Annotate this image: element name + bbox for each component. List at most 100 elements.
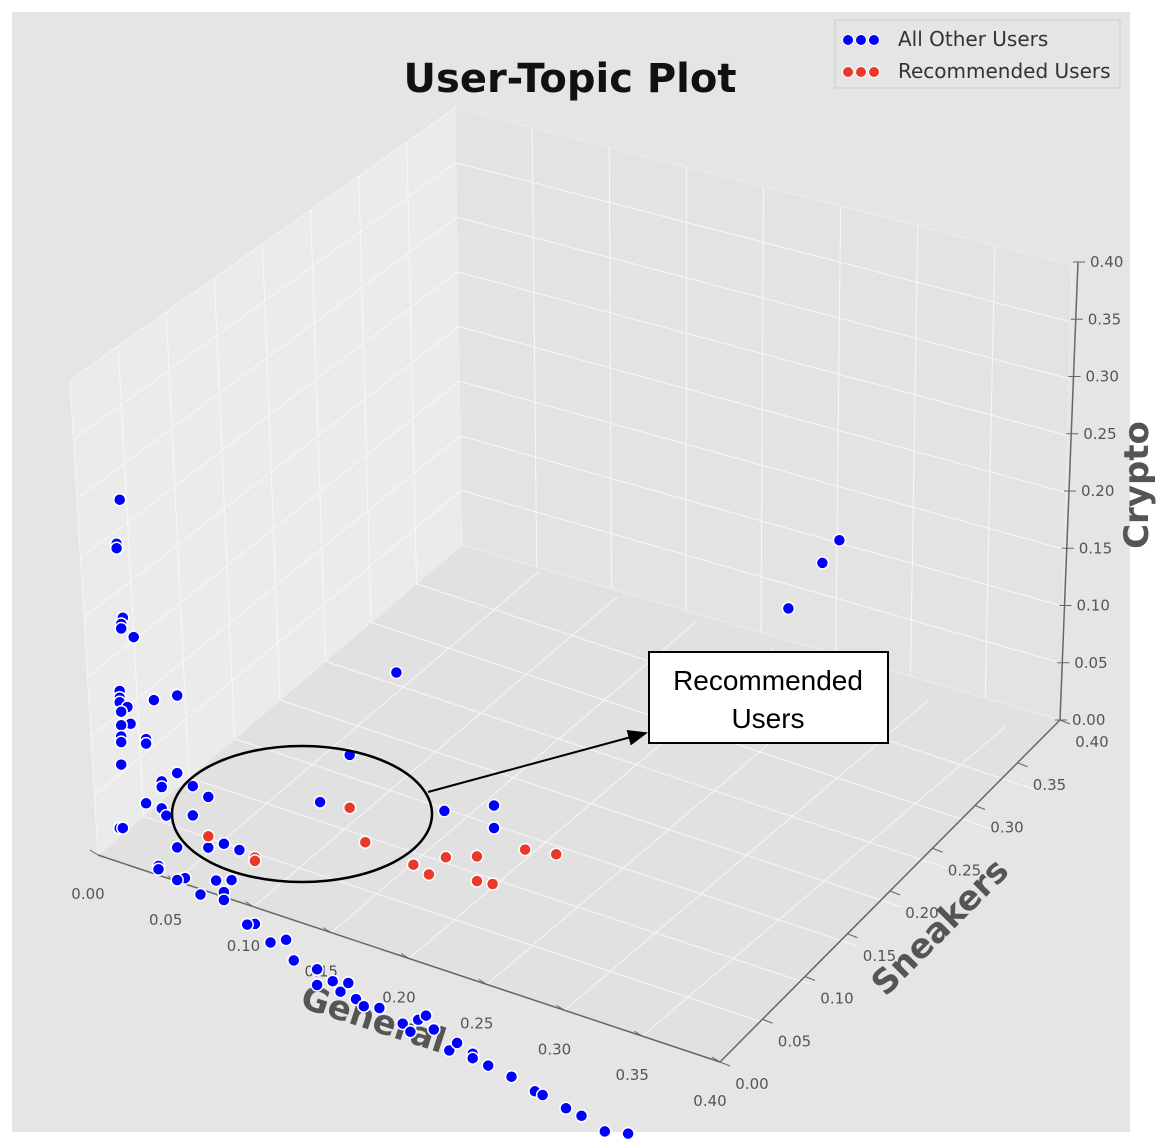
general-tick-label: 0.35: [616, 1066, 649, 1084]
other-user-point: [170, 766, 184, 780]
other-user-point: [325, 974, 340, 988]
recommended-user-point: [358, 835, 373, 849]
annotation-text: Recommended Users: [673, 665, 863, 734]
other-user-point: [310, 962, 324, 977]
other-user-point: [126, 630, 141, 644]
data-points: [109, 492, 847, 1141]
other-user-point: [419, 1008, 433, 1023]
grid-line: [456, 216, 1070, 380]
grid-line: [310, 209, 326, 662]
other-user-point: [621, 1126, 635, 1141]
other-user-point: [263, 935, 278, 950]
grid-line: [325, 660, 948, 869]
sneakers-tick-mark: [847, 933, 858, 939]
other-user-point: [487, 798, 501, 813]
general-tick-mark: [89, 849, 99, 856]
crypto-tick-label: 0.40: [1090, 253, 1123, 271]
crypto-tick-label: 0.10: [1077, 597, 1110, 615]
crypto-tick-label: 0.25: [1083, 425, 1116, 443]
other-user-point: [112, 492, 127, 507]
other-user-point: [154, 780, 169, 794]
other-user-point: [170, 873, 184, 887]
crypto-tick-label: 0.35: [1088, 310, 1121, 328]
general-tick-mark: [245, 901, 254, 908]
sneakers-tick-mark: [719, 1061, 731, 1067]
grid-line: [835, 206, 842, 655]
other-user-point: [481, 1058, 495, 1073]
crypto-axis-title: Crypto: [1117, 421, 1157, 549]
other-user-point: [487, 821, 501, 835]
other-user-point: [559, 1101, 573, 1116]
other-user-point: [114, 735, 128, 749]
recommended-user-point: [201, 829, 216, 844]
sneakers-tick-mark: [889, 890, 901, 896]
annotation-arrow: [427, 729, 648, 793]
other-user-point: [372, 1001, 387, 1015]
general-tick-label: 0.40: [693, 1092, 726, 1110]
sneakers-tick-label: 0.10: [820, 990, 853, 1008]
other-user-point: [310, 978, 324, 992]
other-user-point: [574, 1109, 589, 1123]
other-user-point: [832, 533, 847, 547]
sneakers-tick-label: 0.20: [905, 904, 938, 922]
recommended-user-point: [342, 801, 357, 815]
crypto-tick-label: 0.00: [1072, 711, 1105, 729]
general-tick-mark: [322, 927, 332, 934]
general-tick-mark: [556, 1004, 565, 1011]
sneakers-tick-mark: [804, 976, 816, 981]
other-user-point: [395, 1016, 410, 1031]
grid-line: [358, 175, 372, 623]
recommended-users-ellipse: [170, 744, 434, 884]
other-user-point: [186, 808, 200, 823]
other-user-point: [170, 840, 184, 855]
sneakers-tick-label: 0.40: [1075, 733, 1108, 751]
other-user-point: [147, 693, 161, 707]
other-user-point: [224, 873, 239, 887]
crypto-tick-label: 0.05: [1074, 654, 1107, 672]
sneakers-tick-label: 0.25: [948, 861, 981, 879]
grid-line: [641, 725, 1007, 1037]
other-user-point: [232, 843, 247, 857]
general-axis-ticks: 0.000.050.100.150.200.250.300.350.40: [71, 849, 727, 1110]
crypto-axis-ticks: 0.00 0.05 0.10 0.15 0.20 0.25 0.30 0.35 0.40: [1055, 253, 1123, 729]
other-user-point: [389, 665, 404, 680]
other-user-point: [313, 795, 327, 809]
crypto-tick-label: 0.20: [1081, 482, 1114, 500]
sneakers-tick-label: 0.00: [735, 1075, 768, 1093]
recommended-user-point: [470, 874, 484, 888]
recommended-user-point: [439, 850, 453, 865]
other-user-point: [427, 1022, 441, 1037]
grid-line: [80, 271, 458, 559]
grid-line: [83, 326, 459, 618]
other-user-point: [114, 621, 128, 636]
sneakers-tick-label: 0.30: [990, 819, 1023, 837]
legend-marker: [842, 66, 854, 78]
sneakers-tick-mark: [1017, 762, 1028, 768]
other-user-point: [815, 556, 830, 570]
general-tick-mark: [633, 1030, 643, 1037]
recommended-user-point: [406, 857, 421, 872]
sneakers-tick-mark: [1059, 719, 1071, 725]
crypto-tick-label: 0.30: [1086, 368, 1119, 386]
legend-marker: [842, 34, 854, 46]
legend-marker: [855, 34, 867, 46]
general-tick-mark: [711, 1056, 721, 1063]
sneakers-tick-mark: [932, 847, 943, 853]
other-user-point: [139, 796, 153, 811]
sneakers-tick-mark: [974, 805, 986, 810]
recommended-user-point: [518, 842, 532, 857]
legend-entry-label: Recommended Users: [898, 59, 1111, 83]
grid-line: [76, 216, 458, 500]
recommended-user-point: [248, 854, 262, 868]
grid-line: [455, 162, 1071, 323]
other-user-point: [341, 976, 356, 990]
general-tick-label: 0.25: [460, 1014, 493, 1032]
other-user-point: [465, 1051, 480, 1065]
other-user-point: [357, 999, 371, 1013]
legend-marker: [855, 66, 867, 78]
other-user-point: [201, 840, 216, 855]
recommended-user-point: [470, 849, 484, 864]
other-user-point: [114, 757, 128, 772]
general-tick-label: 0.20: [382, 989, 415, 1007]
other-user-point: [209, 873, 223, 888]
